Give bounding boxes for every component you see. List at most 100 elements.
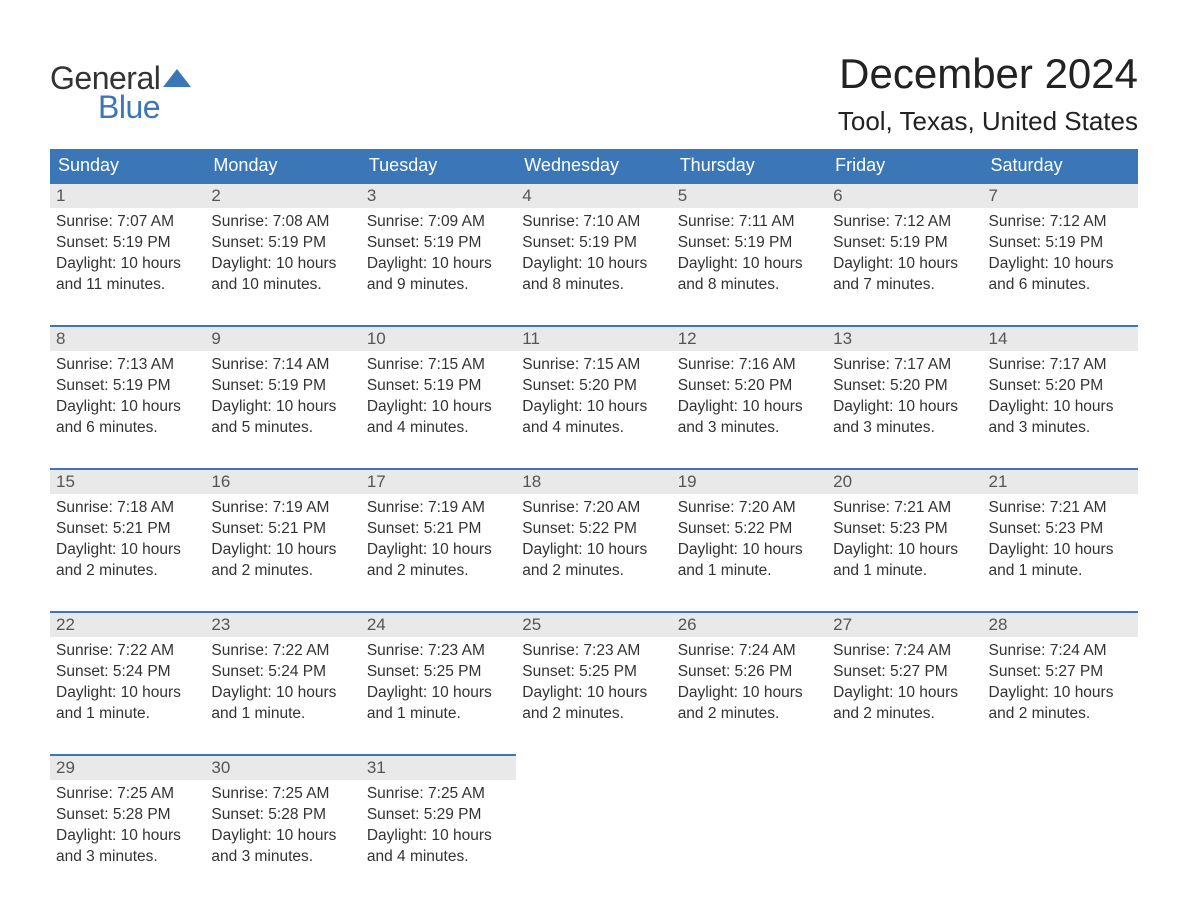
sunrise-line: Sunrise: 7:19 AM (367, 498, 510, 519)
sunset-line: Sunset: 5:28 PM (56, 805, 199, 826)
day-number: 20 (827, 470, 982, 494)
day-body: Sunrise: 7:24 AMSunset: 5:27 PMDaylight:… (827, 637, 982, 745)
sunrise-line: Sunrise: 7:21 AM (989, 498, 1132, 519)
calendar-day-cell: 17Sunrise: 7:19 AMSunset: 5:21 PMDayligh… (361, 469, 516, 602)
sunset-line: Sunset: 5:21 PM (56, 519, 199, 540)
calendar-day-cell: 24Sunrise: 7:23 AMSunset: 5:25 PMDayligh… (361, 612, 516, 745)
day-body: Sunrise: 7:25 AMSunset: 5:29 PMDaylight:… (361, 780, 516, 888)
sunset-line: Sunset: 5:24 PM (56, 662, 199, 683)
calendar-week-row: 8Sunrise: 7:13 AMSunset: 5:19 PMDaylight… (50, 326, 1138, 459)
sunset-line: Sunset: 5:19 PM (56, 376, 199, 397)
day-body: Sunrise: 7:12 AMSunset: 5:19 PMDaylight:… (827, 208, 982, 316)
day-number: 18 (516, 470, 671, 494)
calendar-day-cell: 25Sunrise: 7:23 AMSunset: 5:25 PMDayligh… (516, 612, 671, 745)
sunset-line: Sunset: 5:27 PM (989, 662, 1132, 683)
daylight-line1: Daylight: 10 hours (211, 397, 354, 418)
daylight-line1: Daylight: 10 hours (833, 397, 976, 418)
day-body: Sunrise: 7:18 AMSunset: 5:21 PMDaylight:… (50, 494, 205, 602)
day-number: 9 (205, 327, 360, 351)
brand-logo: General Blue (50, 50, 192, 126)
sunset-line: Sunset: 5:29 PM (367, 805, 510, 826)
calendar-day-cell: 14Sunrise: 7:17 AMSunset: 5:20 PMDayligh… (983, 326, 1138, 459)
day-number: 28 (983, 613, 1138, 637)
sunset-line: Sunset: 5:19 PM (367, 233, 510, 254)
calendar-day-cell: 3Sunrise: 7:09 AMSunset: 5:19 PMDaylight… (361, 183, 516, 316)
calendar-day-cell: 8Sunrise: 7:13 AMSunset: 5:19 PMDaylight… (50, 326, 205, 459)
sunset-line: Sunset: 5:19 PM (678, 233, 821, 254)
day-body: Sunrise: 7:23 AMSunset: 5:25 PMDaylight:… (361, 637, 516, 745)
sunrise-line: Sunrise: 7:24 AM (833, 641, 976, 662)
calendar-week-row: 22Sunrise: 7:22 AMSunset: 5:24 PMDayligh… (50, 612, 1138, 745)
daylight-line1: Daylight: 10 hours (211, 683, 354, 704)
daylight-line1: Daylight: 10 hours (989, 540, 1132, 561)
sunset-line: Sunset: 5:27 PM (833, 662, 976, 683)
daylight-line1: Daylight: 10 hours (367, 254, 510, 275)
day-number: 13 (827, 327, 982, 351)
day-body: Sunrise: 7:24 AMSunset: 5:27 PMDaylight:… (983, 637, 1138, 745)
weekday-header: Sunday (50, 149, 205, 183)
sunrise-line: Sunrise: 7:15 AM (367, 355, 510, 376)
sunrise-line: Sunrise: 7:14 AM (211, 355, 354, 376)
day-body: Sunrise: 7:15 AMSunset: 5:20 PMDaylight:… (516, 351, 671, 459)
sunrise-line: Sunrise: 7:10 AM (522, 212, 665, 233)
weekday-header-row: SundayMondayTuesdayWednesdayThursdayFrid… (50, 149, 1138, 183)
daylight-line1: Daylight: 10 hours (989, 397, 1132, 418)
day-body: Sunrise: 7:19 AMSunset: 5:21 PMDaylight:… (361, 494, 516, 602)
calendar-day-cell: 21Sunrise: 7:21 AMSunset: 5:23 PMDayligh… (983, 469, 1138, 602)
day-body: Sunrise: 7:11 AMSunset: 5:19 PMDaylight:… (672, 208, 827, 316)
day-number: 1 (50, 184, 205, 208)
sunrise-line: Sunrise: 7:11 AM (678, 212, 821, 233)
sunrise-line: Sunrise: 7:07 AM (56, 212, 199, 233)
day-body: Sunrise: 7:16 AMSunset: 5:20 PMDaylight:… (672, 351, 827, 459)
day-number: 14 (983, 327, 1138, 351)
daylight-line2: and 8 minutes. (522, 275, 665, 296)
day-number: 16 (205, 470, 360, 494)
daylight-line1: Daylight: 10 hours (211, 540, 354, 561)
daylight-line2: and 2 minutes. (522, 561, 665, 582)
sunrise-line: Sunrise: 7:20 AM (678, 498, 821, 519)
daylight-line1: Daylight: 10 hours (56, 683, 199, 704)
sunrise-line: Sunrise: 7:13 AM (56, 355, 199, 376)
sunset-line: Sunset: 5:25 PM (367, 662, 510, 683)
daylight-line2: and 2 minutes. (367, 561, 510, 582)
calendar-day-cell: 18Sunrise: 7:20 AMSunset: 5:22 PMDayligh… (516, 469, 671, 602)
sunrise-line: Sunrise: 7:22 AM (211, 641, 354, 662)
sunset-line: Sunset: 5:24 PM (211, 662, 354, 683)
day-number: 25 (516, 613, 671, 637)
calendar-week-row: 29Sunrise: 7:25 AMSunset: 5:28 PMDayligh… (50, 755, 1138, 888)
sunset-line: Sunset: 5:25 PM (522, 662, 665, 683)
daylight-line2: and 3 minutes. (211, 847, 354, 868)
sunset-line: Sunset: 5:20 PM (678, 376, 821, 397)
daylight-line2: and 1 minute. (833, 561, 976, 582)
calendar-day-cell: 13Sunrise: 7:17 AMSunset: 5:20 PMDayligh… (827, 326, 982, 459)
day-number: 22 (50, 613, 205, 637)
brand-word2: Blue (98, 89, 192, 126)
calendar-table: SundayMondayTuesdayWednesdayThursdayFrid… (50, 149, 1138, 888)
day-number: 6 (827, 184, 982, 208)
sunrise-line: Sunrise: 7:12 AM (833, 212, 976, 233)
day-number: 11 (516, 327, 671, 351)
day-body: Sunrise: 7:07 AMSunset: 5:19 PMDaylight:… (50, 208, 205, 316)
day-number: 2 (205, 184, 360, 208)
sunset-line: Sunset: 5:26 PM (678, 662, 821, 683)
daylight-line2: and 2 minutes. (833, 704, 976, 725)
daylight-line1: Daylight: 10 hours (833, 683, 976, 704)
sunrise-line: Sunrise: 7:12 AM (989, 212, 1132, 233)
day-body: Sunrise: 7:08 AMSunset: 5:19 PMDaylight:… (205, 208, 360, 316)
daylight-line1: Daylight: 10 hours (522, 397, 665, 418)
day-body: Sunrise: 7:21 AMSunset: 5:23 PMDaylight:… (983, 494, 1138, 602)
daylight-line1: Daylight: 10 hours (522, 540, 665, 561)
day-number: 3 (361, 184, 516, 208)
day-body: Sunrise: 7:23 AMSunset: 5:25 PMDaylight:… (516, 637, 671, 745)
weekday-header: Wednesday (516, 149, 671, 183)
sunset-line: Sunset: 5:19 PM (211, 233, 354, 254)
daylight-line2: and 2 minutes. (989, 704, 1132, 725)
day-number: 26 (672, 613, 827, 637)
daylight-line1: Daylight: 10 hours (367, 683, 510, 704)
sunset-line: Sunset: 5:28 PM (211, 805, 354, 826)
day-number: 27 (827, 613, 982, 637)
daylight-line2: and 6 minutes. (56, 418, 199, 439)
daylight-line1: Daylight: 10 hours (833, 254, 976, 275)
day-body: Sunrise: 7:22 AMSunset: 5:24 PMDaylight:… (50, 637, 205, 745)
calendar-day-cell: 7Sunrise: 7:12 AMSunset: 5:19 PMDaylight… (983, 183, 1138, 316)
